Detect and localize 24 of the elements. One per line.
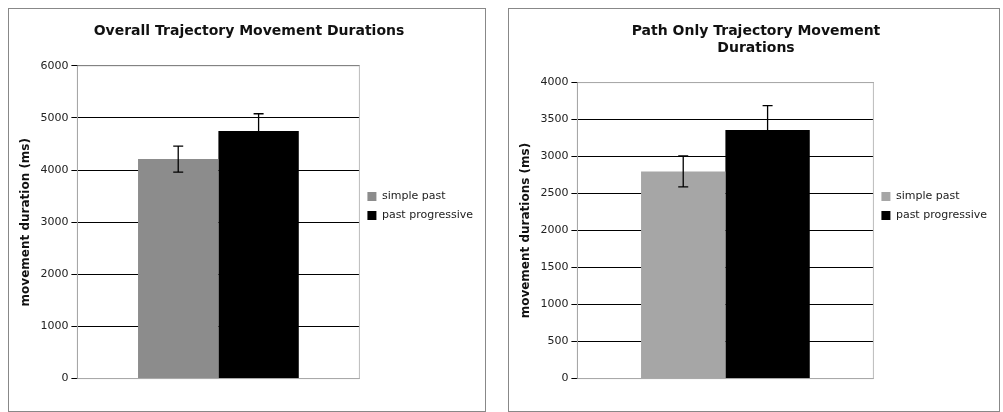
y-tick-label: 0	[561, 371, 569, 385]
y-tick-label: 5000	[40, 110, 69, 124]
y-axis-title: movement durations (ms)	[518, 142, 533, 319]
y-tick-label: 4000	[540, 75, 569, 89]
legend-label: past progressive	[381, 208, 474, 222]
y-tick-label: 2500	[540, 186, 569, 200]
y-tick-label: 3500	[540, 112, 569, 126]
legend-label: simple past	[895, 189, 961, 203]
y-tick-label: 1500	[540, 260, 569, 274]
y-tick-label: 1000	[40, 319, 69, 333]
legend-label: simple past	[381, 189, 447, 203]
y-tick-label: 6000	[40, 58, 69, 72]
y-tick-label: 1000	[540, 297, 569, 311]
y-tick-label: 2000	[40, 267, 69, 281]
legend-label: past progressive	[895, 208, 988, 222]
y-tick-label: 500	[547, 334, 569, 348]
y-tick-label: 3000	[40, 215, 69, 229]
chart-title: Overall Trajectory Movement Durations	[93, 22, 405, 39]
y-tick-label: 0	[61, 371, 69, 385]
y-tick-label: 2000	[540, 223, 569, 237]
y-tick-label: 4000	[40, 162, 69, 176]
chart-title: Path Only Trajectory Movement Durations	[631, 22, 881, 55]
y-axis-title: movement duration (ms)	[18, 138, 33, 307]
y-tick-label: 3000	[540, 149, 569, 163]
